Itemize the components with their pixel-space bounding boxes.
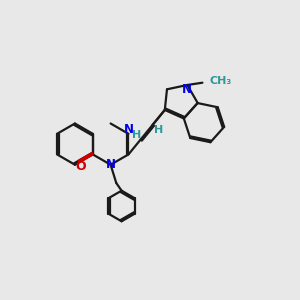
Text: N: N bbox=[106, 158, 116, 171]
Text: O: O bbox=[76, 160, 86, 173]
Text: N: N bbox=[182, 82, 192, 96]
Text: H: H bbox=[132, 130, 141, 140]
Text: H: H bbox=[154, 124, 163, 135]
Text: N: N bbox=[124, 124, 134, 136]
Text: CH₃: CH₃ bbox=[210, 76, 232, 86]
